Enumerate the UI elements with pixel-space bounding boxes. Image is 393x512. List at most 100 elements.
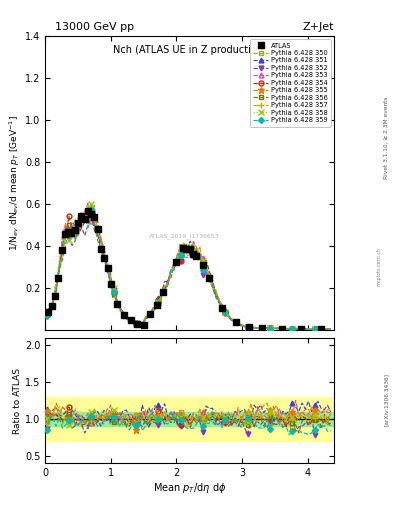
- Text: Z+Jet: Z+Jet: [303, 22, 334, 32]
- Pythia 6.428 355: [290, 326, 295, 332]
- Pythia 6.428 354: [89, 211, 94, 217]
- Pythia 6.428 352: [44, 313, 49, 319]
- ATLAS: [72, 227, 77, 233]
- Pythia 6.428 354: [83, 219, 87, 225]
- ATLAS: [53, 293, 57, 299]
- Pythia 6.428 351: [290, 325, 295, 331]
- Pythia 6.428 354: [134, 320, 138, 326]
- ATLAS: [50, 303, 54, 309]
- Pythia 6.428 356: [83, 216, 87, 222]
- Pythia 6.428 352: [284, 326, 288, 332]
- Pythia 6.428 356: [284, 326, 288, 332]
- ATLAS: [220, 305, 225, 311]
- Text: [arXiv:1306.3436]: [arXiv:1306.3436]: [384, 373, 388, 426]
- Pythia 6.428 350: [290, 326, 295, 332]
- ATLAS: [194, 252, 198, 259]
- Pythia 6.428 359: [89, 206, 94, 212]
- Line: Pythia 6.428 351: Pythia 6.428 351: [44, 207, 333, 331]
- Pythia 6.428 356: [319, 326, 323, 332]
- ATLAS: [154, 302, 159, 308]
- Pythia 6.428 354: [245, 324, 250, 330]
- ATLAS: [181, 244, 185, 250]
- Y-axis label: Ratio to ATLAS: Ratio to ATLAS: [13, 368, 22, 434]
- Pythia 6.428 353: [329, 326, 333, 332]
- Pythia 6.428 353: [245, 324, 250, 330]
- X-axis label: Mean $p_T$/d$\eta$ d$\phi$: Mean $p_T$/d$\eta$ d$\phi$: [153, 481, 226, 495]
- Pythia 6.428 350: [325, 326, 330, 332]
- Pythia 6.428 353: [83, 208, 87, 214]
- Legend: ATLAS, Pythia 6.428 350, Pythia 6.428 351, Pythia 6.428 352, Pythia 6.428 353, P: ATLAS, Pythia 6.428 350, Pythia 6.428 35…: [250, 39, 331, 126]
- Pythia 6.428 350: [284, 326, 288, 332]
- ATLAS: [108, 281, 113, 287]
- ATLAS: [259, 325, 264, 331]
- Pythia 6.428 355: [319, 326, 323, 332]
- Pythia 6.428 358: [290, 326, 295, 332]
- Bar: [45, 412, 334, 426]
- ATLAS: [148, 311, 152, 317]
- Pythia 6.428 352: [319, 326, 323, 332]
- ATLAS: [187, 246, 192, 252]
- Pythia 6.428 358: [44, 310, 49, 316]
- Pythia 6.428 353: [284, 326, 288, 332]
- Pythia 6.428 354: [44, 310, 49, 316]
- Pythia 6.428 356: [44, 310, 49, 316]
- Pythia 6.428 350: [79, 209, 84, 215]
- ATLAS: [135, 321, 140, 327]
- Pythia 6.428 357: [319, 326, 323, 332]
- Pythia 6.428 356: [245, 324, 250, 330]
- Pythia 6.428 358: [134, 321, 138, 327]
- Line: Pythia 6.428 350: Pythia 6.428 350: [44, 209, 333, 332]
- Pythia 6.428 352: [245, 325, 250, 331]
- ATLAS: [59, 247, 64, 253]
- ATLAS: [46, 309, 51, 315]
- ATLAS: [207, 274, 212, 281]
- Line: Pythia 6.428 355: Pythia 6.428 355: [43, 202, 334, 332]
- Pythia 6.428 354: [284, 326, 288, 332]
- ATLAS: [200, 262, 205, 268]
- Pythia 6.428 354: [329, 326, 333, 332]
- Pythia 6.428 356: [86, 210, 90, 217]
- Bar: [45, 397, 334, 441]
- Pythia 6.428 357: [83, 214, 87, 220]
- Text: mcplots.cern.ch: mcplots.cern.ch: [377, 247, 382, 286]
- Pythia 6.428 358: [83, 214, 87, 220]
- Pythia 6.428 357: [44, 312, 49, 318]
- Pythia 6.428 355: [44, 309, 49, 315]
- Pythia 6.428 357: [86, 202, 90, 208]
- ATLAS: [174, 259, 179, 265]
- Pythia 6.428 355: [83, 219, 87, 225]
- Pythia 6.428 358: [284, 326, 288, 332]
- ATLAS: [233, 319, 238, 326]
- Pythia 6.428 359: [329, 326, 333, 332]
- Line: Pythia 6.428 358: Pythia 6.428 358: [44, 201, 334, 332]
- Pythia 6.428 352: [134, 321, 138, 327]
- Pythia 6.428 350: [134, 319, 138, 326]
- ATLAS: [56, 275, 61, 281]
- Pythia 6.428 357: [284, 326, 288, 332]
- Pythia 6.428 357: [134, 319, 138, 326]
- ATLAS: [191, 250, 195, 257]
- Line: ATLAS: ATLAS: [45, 208, 324, 332]
- Pythia 6.428 359: [44, 313, 49, 319]
- Pythia 6.428 355: [284, 326, 288, 332]
- Line: Pythia 6.428 356: Pythia 6.428 356: [44, 211, 333, 332]
- Text: ATLAS_2019_I1736653: ATLAS_2019_I1736653: [149, 233, 219, 239]
- Pythia 6.428 357: [290, 326, 295, 332]
- Pythia 6.428 358: [319, 326, 323, 332]
- Line: Pythia 6.428 353: Pythia 6.428 353: [44, 201, 333, 331]
- ATLAS: [102, 255, 107, 262]
- Pythia 6.428 357: [325, 326, 330, 332]
- ATLAS: [246, 324, 251, 330]
- ATLAS: [76, 220, 81, 226]
- Pythia 6.428 359: [83, 214, 87, 220]
- ATLAS: [89, 211, 94, 217]
- Pythia 6.428 351: [134, 320, 138, 326]
- ATLAS: [279, 326, 284, 332]
- Line: Pythia 6.428 354: Pythia 6.428 354: [44, 211, 333, 332]
- Text: 13000 GeV pp: 13000 GeV pp: [55, 22, 134, 32]
- Text: Nch (ATLAS UE in Z production): Nch (ATLAS UE in Z production): [113, 45, 266, 55]
- Pythia 6.428 350: [86, 219, 90, 225]
- ATLAS: [319, 326, 323, 332]
- Text: Rivet 3.1.10, ≥ 2.3M events: Rivet 3.1.10, ≥ 2.3M events: [384, 97, 388, 180]
- Pythia 6.428 356: [329, 326, 333, 332]
